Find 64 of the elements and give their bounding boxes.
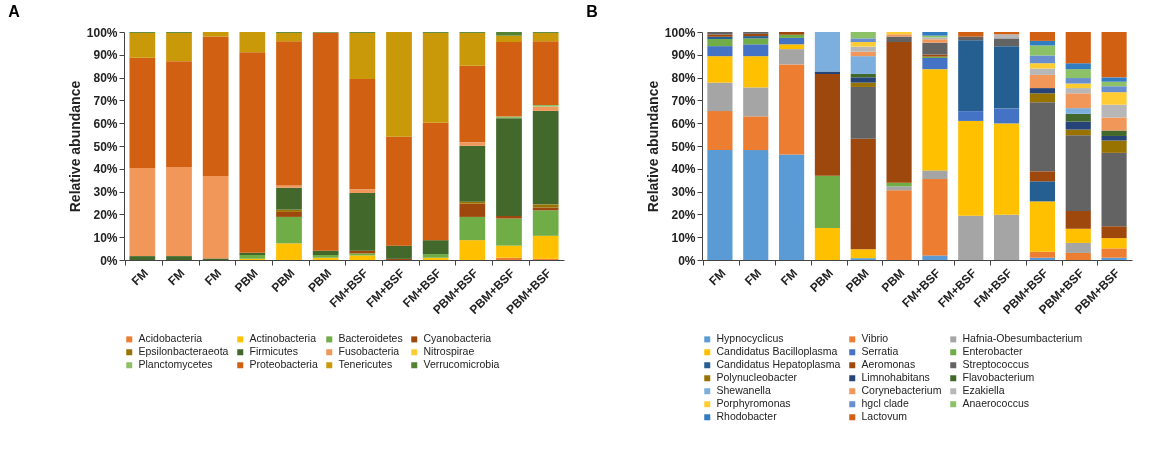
legend-label: Polynucleobacter — [716, 371, 798, 384]
legend-label: Porphyromonas — [716, 397, 791, 410]
x-tick-label: FM — [742, 266, 765, 289]
legend-label: Planctomycetes — [138, 358, 213, 371]
x-tick-label: FM — [165, 266, 188, 289]
legend-label: Flavobacterium — [962, 371, 1035, 384]
y-tick-label: 40% — [93, 162, 118, 177]
legend-label: Actinobacteria — [249, 332, 317, 345]
y-tick-label: 60% — [93, 116, 118, 131]
legend-label: Acidobacteria — [138, 332, 203, 345]
y-tick-label: 40% — [671, 162, 696, 177]
legend-label: Ezakiella — [962, 384, 1005, 397]
y-tick-label: 10% — [671, 230, 696, 245]
y-tick-label: 20% — [93, 207, 118, 222]
y-tick-label: 70% — [671, 93, 696, 108]
y-tick-label: 70% — [93, 93, 118, 108]
legend-label: Verrucomicrobia — [423, 358, 500, 371]
legend-label: Bacteroidetes — [338, 332, 403, 345]
legend-label: Aeromonas — [861, 358, 916, 371]
y-tick-label: 90% — [93, 48, 118, 63]
legend-label: Hypnocyclicus — [716, 332, 784, 345]
y-tick-label: 80% — [93, 71, 118, 86]
y-tick-label: 80% — [671, 71, 696, 86]
x-tick-label: FM — [706, 266, 729, 289]
legend-label: Firmicutes — [249, 345, 298, 358]
y-tick-label: 0% — [100, 253, 118, 268]
legend-label: Enterobacter — [962, 345, 1024, 358]
y-axis-title: Relative abundance — [644, 80, 661, 213]
y-tick-label: 30% — [93, 185, 118, 200]
legend-label: hgcl clade — [861, 397, 909, 410]
x-tick-label: FM — [777, 266, 801, 289]
legend-label: Proteobacteria — [249, 358, 318, 371]
chart-title: B — [586, 3, 598, 20]
y-tick-label: 0% — [678, 253, 696, 268]
legend-label: Fusobacteria — [338, 345, 400, 358]
x-tick-label: FM — [202, 266, 225, 289]
legend-label: Rhodobacter — [716, 410, 778, 423]
x-tick-label: FM — [128, 266, 151, 289]
y-axis-title: Relative abundance — [66, 80, 83, 213]
legend-label: Hafnia-Obesumbacterium — [962, 332, 1083, 345]
legend-label: Corynebacterium — [861, 384, 942, 397]
legend-label: Vibrio — [861, 332, 889, 345]
y-tick-label: 50% — [671, 139, 696, 154]
legend-label: Tenericutes — [338, 358, 393, 371]
legend-label: Candidatus Hepatoplasma — [716, 358, 841, 371]
legend-label: Streptococcus — [962, 358, 1030, 371]
y-tick-label: 20% — [671, 207, 696, 222]
y-tick-label: 90% — [671, 48, 696, 63]
y-tick-label: 10% — [93, 230, 118, 245]
legend-label: Limnohabitans — [861, 371, 930, 384]
y-tick-label: 50% — [93, 139, 118, 154]
legend-label: Cyanobacteria — [423, 332, 492, 345]
legend-label: Shewanella — [716, 384, 771, 397]
y-tick-label: 30% — [671, 185, 696, 200]
legend-label: Anaerococcus — [962, 397, 1030, 410]
y-tick-label: 100% — [86, 25, 118, 40]
legend-label: Epsilonbacteraeota — [138, 345, 229, 358]
chart-title: A — [8, 3, 21, 20]
legend-label: Nitrospirae — [423, 345, 475, 358]
y-tick-label: 100% — [664, 25, 696, 40]
legend-label: Serratia — [861, 345, 899, 358]
legend-label: Lactovum — [861, 410, 908, 423]
y-tick-label: 60% — [671, 116, 696, 131]
legend-label: Candidatus Bacilloplasma — [716, 345, 838, 358]
